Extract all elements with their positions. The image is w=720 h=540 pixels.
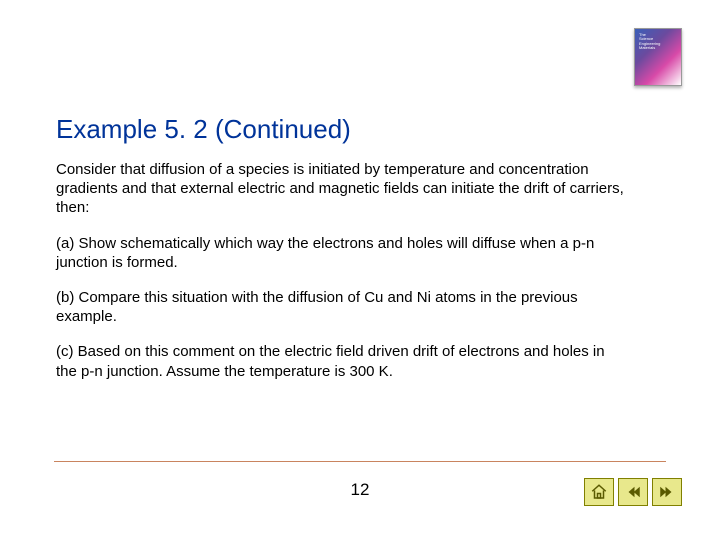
footer-divider [54,461,666,462]
next-button[interactable] [652,478,682,506]
intro-paragraph: Consider that diffusion of a species is … [56,160,626,218]
slide-body: Consider that diffusion of a species is … [56,160,626,397]
prev-icon [624,483,642,501]
paragraph-c: (c) Based on this comment on the electri… [56,342,626,380]
book-cover-thumbnail: TheScienceEngineeringMaterials [634,28,682,86]
prev-button[interactable] [618,478,648,506]
next-icon [658,483,676,501]
home-button[interactable] [584,478,614,506]
paragraph-b: (b) Compare this situation with the diff… [56,288,626,326]
paragraph-a: (a) Show schematically which way the ele… [56,234,626,272]
slide-title: Example 5. 2 (Continued) [56,114,351,145]
slide-container: TheScienceEngineeringMaterials Example 5… [0,0,720,540]
nav-controls [584,478,682,506]
book-cover-text: TheScienceEngineeringMaterials [639,33,660,51]
home-icon [590,483,608,501]
